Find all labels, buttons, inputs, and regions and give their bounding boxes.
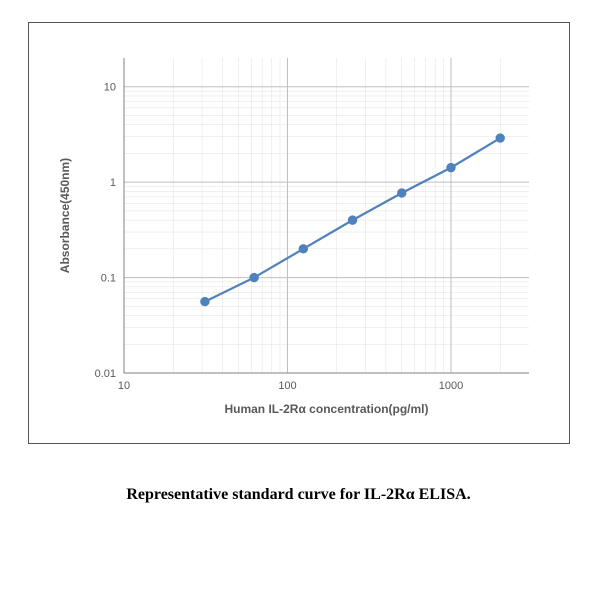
y-tick-label: 1 (109, 177, 115, 189)
chart-svg: 10 100 1000 0.01 0.1 1 10 Human IL-2Rα concentr… (29, 23, 569, 443)
y-tick-label: 0.01 (94, 368, 115, 380)
data-marker (299, 245, 307, 253)
data-marker (496, 134, 504, 142)
chart-caption: Representative standard curve for IL-2Rα… (126, 486, 470, 504)
x-tick-label: 1000 (438, 380, 462, 392)
data-marker (446, 163, 454, 171)
data-marker (249, 273, 257, 281)
y-axis-title: Absorbance(450nm) (58, 158, 72, 273)
x-tick-label: 10 (117, 380, 129, 392)
data-marker (348, 216, 356, 224)
data-marker (397, 189, 405, 197)
x-axis-title: Human IL-2Rα concentration(pg/ml) (224, 402, 428, 416)
chart-container: 10 100 1000 0.01 0.1 1 10 Human IL-2Rα concentr… (28, 22, 570, 444)
y-tick-label: 10 (103, 82, 115, 94)
x-tick-label: 100 (278, 380, 296, 392)
data-marker (200, 297, 208, 305)
y-tick-label: 0.1 (100, 273, 115, 285)
